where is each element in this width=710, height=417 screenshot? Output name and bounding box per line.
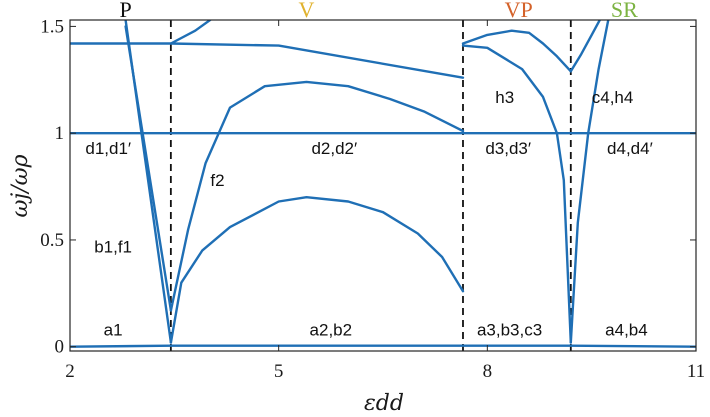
annotation-label: f2 (210, 171, 224, 190)
annotation-label: d4,d4′ (607, 139, 653, 158)
y-tick-label: 1.5 (40, 16, 64, 37)
annotation-label: h3 (495, 88, 514, 107)
series-line-3 (70, 42, 465, 79)
annotation-label: b1,f1 (94, 237, 132, 256)
annotation-label: d1,d1′ (85, 139, 131, 158)
annotation-label: a4,b4 (605, 321, 648, 340)
region-label-vp: VP (505, 0, 533, 22)
series-line-6 (169, 195, 465, 344)
annotation-label: a2,b2 (310, 321, 353, 340)
series-group (70, 20, 696, 348)
y-axis-label: ωj/ωρ (8, 154, 33, 217)
plot-frame (69, 19, 697, 352)
annotation-label: a1 (104, 321, 123, 340)
x-tick-label: 2 (65, 361, 75, 382)
y-tick-label: 0.5 (40, 230, 64, 251)
region-label-p: P (120, 0, 132, 22)
y-tick-label: 1 (55, 123, 65, 144)
x-tick-label: 11 (687, 361, 705, 382)
series-line-8 (169, 20, 213, 45)
x-tick-label: 8 (483, 361, 493, 382)
x-tick-label: 5 (274, 361, 284, 382)
annotation-label: a3,b3,c3 (477, 321, 542, 340)
annotation-label: c4,h4 (592, 88, 634, 107)
series-line-5 (124, 25, 173, 312)
series-line-11 (569, 20, 602, 73)
y-tick-label: 0 (55, 337, 65, 358)
series-line-7 (169, 80, 465, 312)
series-line-9 (461, 29, 572, 73)
annotation-label: d2,d2′ (311, 139, 357, 158)
region-label-sr: SR (611, 0, 638, 22)
x-axis-label: εdd (364, 391, 404, 416)
series-line-10 (461, 44, 572, 344)
plot-area (70, 20, 696, 351)
annotation-label: d3,d3′ (485, 139, 531, 158)
region-labels: P V VP SR (120, 0, 639, 22)
axis-ticks: 2 5 8 11 0 0.5 1 1.5 (40, 16, 705, 382)
region-label-v: V (299, 0, 315, 22)
series-line-12 (569, 20, 610, 344)
series-line-2 (70, 344, 696, 348)
annotations: d1,d1′ b1,f1 a1 f2 d2,d2′ a2,b2 h3 d3,d3′ a3,b3,… (85, 88, 652, 340)
